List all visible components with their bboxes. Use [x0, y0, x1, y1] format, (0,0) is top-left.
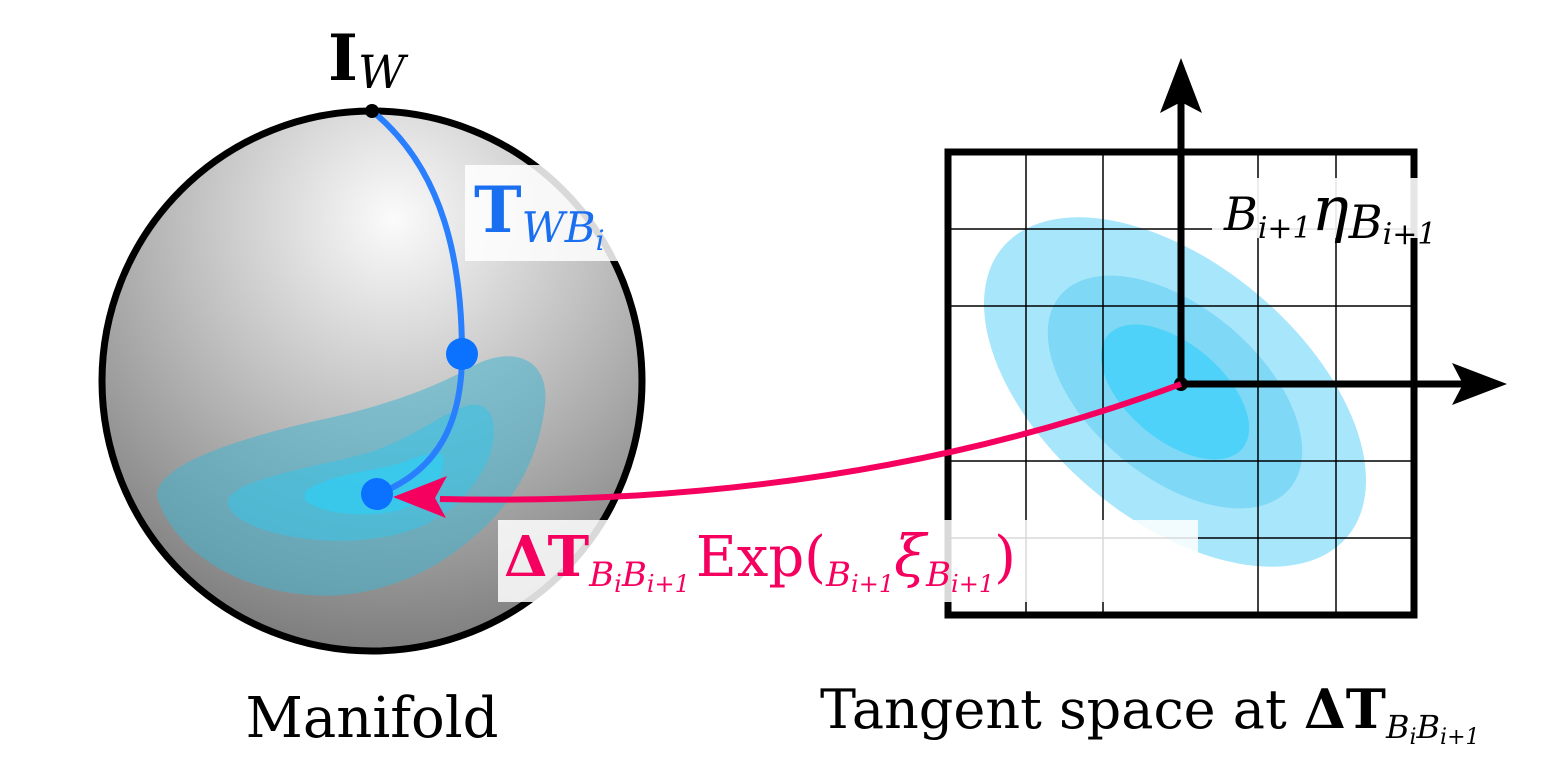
eta-label: Bi+1ηBi+1 [1223, 172, 1436, 252]
tangent-contour-inner [1100, 324, 1250, 460]
exp-map-curve [439, 381, 1183, 503]
pose-point [446, 338, 478, 370]
manifold-caption: Manifold [246, 686, 499, 751]
identity-point [365, 104, 379, 118]
exp-map-arrow [393, 381, 1183, 518]
exp-label: ΔTBiBi+1 Exp(Bi+1ξBi+1) [504, 522, 1016, 598]
vertical-axis-arrowhead [1160, 58, 1202, 113]
tangent-caption: Tangent space at ΔTBiBi+1 [820, 677, 1480, 750]
identity-label: IW [328, 21, 409, 99]
pose-label-background [465, 165, 663, 261]
horizontal-axis-arrowhead [1452, 363, 1507, 405]
eta-label-background [1212, 178, 1522, 238]
target-point [361, 478, 393, 510]
exp-map-arrowhead [393, 476, 447, 518]
pose-label: TWBi [474, 173, 605, 257]
tangent-distribution [984, 217, 1366, 567]
tangent-space [944, 58, 1507, 619]
tangent-axes [1160, 58, 1507, 405]
exp-label-background [498, 520, 1198, 602]
